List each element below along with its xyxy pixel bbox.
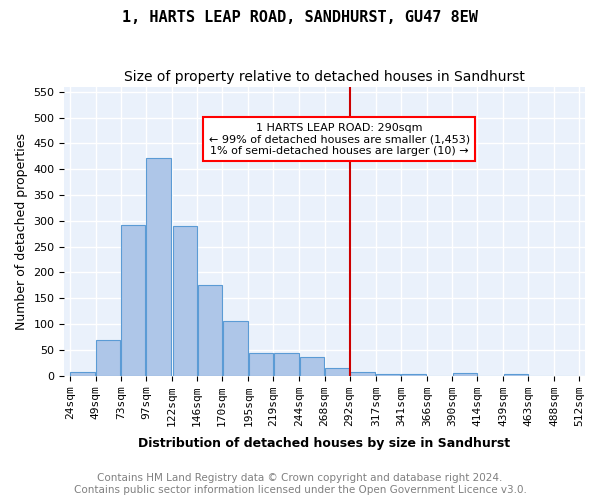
- Bar: [70, 372, 95, 376]
- Text: 1, HARTS LEAP ROAD, SANDHURST, GU47 8EW: 1, HARTS LEAP ROAD, SANDHURST, GU47 8EW: [122, 10, 478, 25]
- Bar: [325, 368, 349, 376]
- Bar: [146, 158, 172, 376]
- Y-axis label: Number of detached properties: Number of detached properties: [15, 132, 28, 330]
- Bar: [504, 374, 528, 376]
- Bar: [223, 322, 248, 376]
- Bar: [96, 340, 120, 376]
- Text: Contains HM Land Registry data © Crown copyright and database right 2024.
Contai: Contains HM Land Registry data © Crown c…: [74, 474, 526, 495]
- Text: 1 HARTS LEAP ROAD: 290sqm
← 99% of detached houses are smaller (1,453)
1% of sem: 1 HARTS LEAP ROAD: 290sqm ← 99% of detac…: [209, 122, 470, 156]
- Bar: [173, 226, 197, 376]
- Title: Size of property relative to detached houses in Sandhurst: Size of property relative to detached ho…: [124, 70, 525, 84]
- Bar: [121, 225, 145, 376]
- Bar: [197, 286, 221, 376]
- X-axis label: Distribution of detached houses by size in Sandhurst: Distribution of detached houses by size …: [139, 437, 511, 450]
- Bar: [376, 374, 400, 376]
- Bar: [300, 356, 324, 376]
- Bar: [350, 372, 375, 376]
- Bar: [401, 374, 427, 376]
- Bar: [452, 373, 476, 376]
- Bar: [249, 354, 273, 376]
- Bar: [274, 354, 299, 376]
